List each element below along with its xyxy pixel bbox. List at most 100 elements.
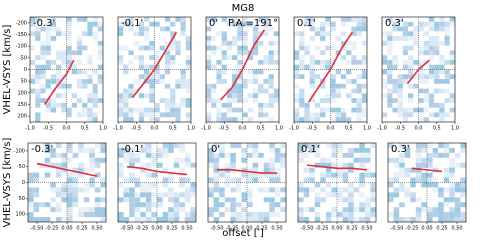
panel: -0.50 -0.25 0.00 0.25 0.500' [207,142,287,232]
pixel [134,217,141,222]
pixel [280,143,286,148]
pixel [66,17,72,22]
pixel [133,88,139,94]
pixel [410,192,416,198]
pixel [33,217,40,222]
pixel [320,36,326,41]
pixel [335,107,341,113]
pixel [232,83,238,89]
pixel [213,197,220,203]
pixel [213,157,220,163]
pixel [28,172,34,178]
pixel [325,212,332,218]
pixel [335,112,341,118]
pixel [274,187,281,193]
pixel [340,107,347,113]
pixel [154,21,160,27]
pixel [413,59,419,65]
pixel [44,202,51,208]
pixel [224,197,231,203]
pixel [252,93,259,99]
pixel [184,157,191,163]
pixel [408,31,414,37]
pixel [247,202,253,208]
pixel [304,45,310,51]
pixel [87,98,93,103]
pixel [247,187,253,193]
pixel [170,55,176,60]
pixel [359,147,365,153]
pixel [439,117,445,122]
pixel [213,167,220,173]
pixel [346,69,352,75]
pixel [67,187,73,193]
y-axis-label: VHEL-VSYS [km/s] [2,137,13,227]
pixel [387,36,393,41]
pixel [356,17,362,22]
pixel [149,112,155,118]
pixel [428,112,435,118]
pixel [241,152,247,158]
pixel [434,74,440,80]
pixel [208,152,214,158]
pixel [382,79,388,84]
pixel [33,207,40,213]
pixel [351,88,357,94]
pixel [460,202,466,208]
y-tick-label: -150 [16,32,27,38]
pixel [138,79,145,84]
pixel [173,143,180,148]
pixel [149,21,155,27]
pixel [97,40,103,46]
pixel [89,147,95,153]
pixel [299,31,305,37]
pixel [294,98,300,103]
pixel [408,59,414,65]
pixel [325,182,332,188]
pixel [314,152,321,158]
pixel [314,83,321,89]
pixel [128,21,134,27]
pixel [151,192,157,198]
pixel [454,152,461,158]
x-tick-label: 0.5 [81,126,89,132]
x-tick-label: -0.50 [391,226,404,232]
pixel [320,172,326,178]
pixel [397,83,403,89]
pixel [309,26,315,32]
pixel [180,74,186,80]
pixel [56,26,62,32]
pixel [454,187,461,193]
pixel [298,157,304,163]
pixel [170,98,176,103]
pixel [206,112,212,118]
pixel [404,172,411,178]
pixel [274,167,281,173]
pixel [151,162,157,168]
pixel [268,50,274,56]
pixel [423,107,429,113]
x-tick-label: -1.0 [377,126,387,132]
x-tick-label: 1.0 [99,126,107,132]
pixel [92,117,98,122]
pixel [129,202,135,208]
pixel [252,69,259,75]
pixel [449,17,455,22]
pixel [427,152,433,158]
x-tick-label: -1.0 [201,126,211,132]
pixel [346,79,352,84]
pixel [361,74,367,80]
x-tick-label: 1.0 [187,126,195,132]
pixel [274,177,281,183]
pixel [61,83,67,89]
pixel [232,93,238,99]
pixel [449,147,455,153]
pixel [145,162,152,168]
pixel [299,40,305,46]
pixel [247,55,253,60]
pixel [140,187,146,193]
pixel [415,217,422,222]
pixel [298,212,304,218]
pixel [140,182,146,188]
pixel [184,197,191,203]
